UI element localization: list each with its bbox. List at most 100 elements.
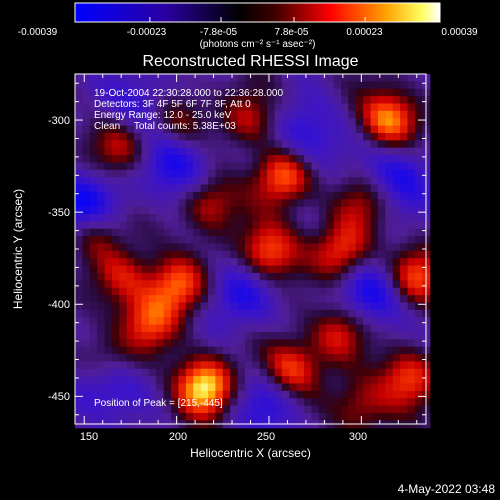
heatmap-cell: [326, 191, 335, 200]
heatmap-cell: [244, 265, 253, 274]
heatmap-cell: [156, 376, 165, 385]
heatmap-cell: [281, 169, 290, 178]
heatmap-cell: [326, 236, 335, 245]
heatmap-cell: [111, 287, 120, 296]
heatmap-cell: [407, 250, 416, 259]
heatmap-cell: [326, 339, 335, 348]
heatmap-cell: [259, 339, 268, 348]
heatmap-cell: [222, 206, 231, 215]
heatmap-cell: [75, 191, 83, 200]
heatmap-cell: [267, 110, 276, 119]
heatmap-cell: [193, 302, 202, 311]
heatmap-cell: [156, 110, 165, 119]
heatmap-cell: [355, 287, 364, 296]
heatmap-cell: [348, 184, 357, 193]
heatmap-cell: [244, 81, 253, 90]
heatmap-cell: [318, 110, 327, 119]
heatmap-cell: [355, 354, 364, 362]
heatmap-cell: [134, 103, 143, 112]
heatmap-cell: [392, 280, 401, 289]
heatmap-cell: [296, 177, 305, 186]
heatmap-cell: [281, 155, 290, 164]
heatmap-cell: [89, 272, 98, 281]
heatmap-cell: [237, 295, 246, 304]
heatmap-cell: [355, 214, 364, 222]
heatmap-cell: [318, 243, 327, 252]
heatmap-cell: [104, 140, 113, 149]
heatmap-cell: [341, 346, 350, 355]
heatmap-cell: [400, 96, 409, 105]
heatmap-cell: [296, 317, 305, 326]
heatmap-cell: [267, 295, 276, 304]
heatmap-cell: [348, 103, 357, 112]
heatmap-cell: [163, 169, 172, 178]
heatmap-cell: [333, 147, 342, 156]
heatmap-cell: [244, 236, 253, 245]
heatmap-cell: [104, 324, 113, 333]
heatmap-cell: [82, 368, 91, 377]
heatmap-cell: [363, 272, 372, 281]
heatmap-cell: [274, 272, 283, 281]
heatmap-cell: [237, 354, 246, 362]
heatmap-cell: [296, 132, 305, 141]
heatmap-cell: [259, 118, 268, 127]
heatmap-cell: [178, 361, 187, 370]
heatmap-cell: [111, 405, 120, 414]
heatmap-cell: [230, 295, 239, 304]
heatmap-cell: [414, 177, 423, 186]
heatmap-cell: [75, 118, 83, 127]
heatmap-cell: [267, 125, 276, 134]
heatmap-cell: [111, 339, 120, 348]
heatmap-cell: [141, 295, 150, 304]
heatmap-cell: [200, 177, 209, 186]
heatmap-cell: [363, 383, 372, 392]
heatmap-cell: [237, 361, 246, 370]
heatmap-cell: [304, 132, 313, 141]
heatmap-cell: [267, 324, 276, 333]
heatmap-cell: [126, 199, 135, 208]
heatmap-cell: [193, 346, 202, 355]
heatmap-cell: [230, 184, 239, 193]
heatmap-cell: [392, 258, 401, 267]
heatmap-cell: [318, 177, 327, 186]
heatmap-cell: [244, 398, 253, 407]
heatmap-cell: [304, 383, 313, 392]
heatmap-cell: [75, 236, 83, 245]
heatmap-cell: [208, 272, 216, 281]
heatmap-cell: [267, 309, 276, 318]
heatmap-cell: [414, 412, 423, 421]
heatmap-cell: [119, 169, 128, 178]
heatmap-cell: [414, 398, 423, 407]
heatmap-cell: [363, 125, 372, 134]
heatmap-cell: [163, 74, 172, 82]
heatmap-cell: [178, 317, 187, 326]
heatmap-cell: [341, 405, 350, 414]
heatmap-cell: [296, 354, 305, 362]
heatmap-cell: [259, 74, 268, 82]
heatmap-cell: [318, 221, 327, 230]
heatmap-cell: [193, 110, 202, 119]
heatmap-cell: [363, 390, 372, 399]
heatmap-cell: [385, 103, 394, 112]
heatmap-cell: [222, 368, 231, 377]
heatmap-cell: [119, 250, 128, 259]
heatmap-cell: [304, 110, 313, 119]
heatmap-cell: [252, 155, 261, 164]
heatmap-cell: [355, 199, 364, 208]
heatmap-cell: [267, 412, 276, 421]
heatmap-cell: [163, 324, 172, 333]
heatmap-cell: [407, 81, 416, 90]
heatmap-cell: [414, 74, 423, 82]
heatmap-cell: [355, 302, 364, 311]
heatmap-cell: [163, 383, 172, 392]
heatmap-cell: [185, 103, 194, 112]
heatmap-cell: [333, 339, 342, 348]
heatmap-cell: [215, 405, 224, 414]
heatmap-cell: [363, 184, 372, 193]
heatmap-cell: [289, 140, 298, 149]
heatmap-cell: [178, 228, 187, 237]
heatmap-cell: [171, 361, 180, 370]
heatmap-cell: [75, 302, 83, 311]
heatmap-cell: [111, 317, 120, 326]
heatmap-cell: [341, 317, 350, 326]
